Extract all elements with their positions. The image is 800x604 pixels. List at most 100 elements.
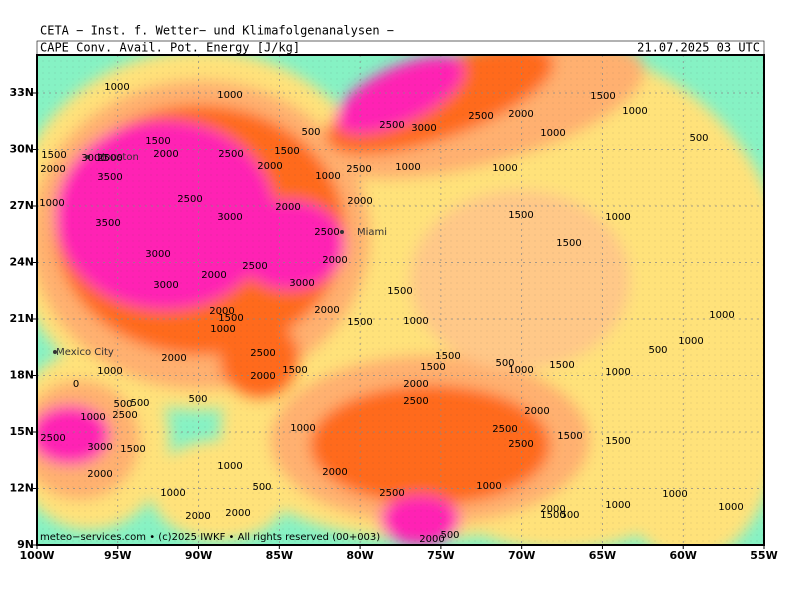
contour-label: 1000 — [315, 171, 340, 182]
contour-label: 1000 — [403, 316, 428, 327]
city-label: Houston — [97, 152, 139, 163]
lon-label: 65W — [589, 549, 616, 562]
contour-label: 1000 — [622, 106, 647, 117]
lat-label: 27N — [9, 199, 34, 212]
contour-label: 1000 — [104, 82, 129, 93]
contour-label: 2000 — [347, 196, 372, 207]
contour-label: 1000 — [160, 488, 185, 499]
contour-label: 1500 — [557, 431, 582, 442]
contour-label: 500 — [113, 399, 132, 410]
contour-label: 1500 — [145, 136, 170, 147]
lon-label: 85W — [266, 549, 293, 562]
contour-label: 1000 — [605, 500, 630, 511]
lon-label: 70W — [508, 549, 535, 562]
contour-label: 2500 — [250, 348, 275, 359]
contour-label: 2500 — [218, 149, 243, 160]
contour-label: 3500 — [95, 218, 120, 229]
contour-label: 2500 — [112, 410, 137, 421]
city-label: Mexico City — [56, 347, 114, 358]
lon-label: 55W — [750, 549, 777, 562]
contour-label: 1000 — [718, 502, 743, 513]
contour-label: 1000 — [80, 412, 105, 423]
contour-label: 2500 — [508, 439, 533, 450]
lat-label: 21N — [9, 312, 34, 325]
lat-label: 24N — [9, 256, 34, 269]
contour-label: 500 — [560, 510, 579, 521]
contour-label: 1000 — [39, 198, 64, 209]
contour-label: 3000 — [289, 278, 314, 289]
contour-label: 1000 — [210, 324, 235, 335]
lon-label: 80W — [346, 549, 373, 562]
contour-label: 1000 — [492, 163, 517, 174]
contour-label: 1000 — [662, 489, 687, 500]
contour-label: 2500 — [492, 424, 517, 435]
contour-label: 2000 — [314, 305, 339, 316]
contour-label: 1000 — [395, 162, 420, 173]
contour-label: 2500 — [242, 261, 267, 272]
contour-label: 500 — [648, 345, 667, 356]
contour-label: 1500 — [590, 91, 615, 102]
cape-field — [37, 55, 764, 545]
contour-label: 2000 — [275, 202, 300, 213]
contour-label: 3000 — [81, 153, 106, 164]
contour-label: 0 — [73, 379, 79, 390]
contour-label: 3000 — [217, 212, 242, 223]
contour-label: 2000 — [540, 504, 565, 515]
contour-label: 1000 — [605, 367, 630, 378]
contour-label: 2000 — [185, 511, 210, 522]
city-dot — [53, 350, 57, 354]
contour-label: 500 — [252, 482, 271, 493]
contour-label: 1500 — [549, 360, 574, 371]
contour-label: 2000 — [403, 379, 428, 390]
contour-label: 500 — [301, 127, 320, 138]
contour-label: 1000 — [709, 310, 734, 321]
contour-label: 2000 — [201, 270, 226, 281]
contour-label: 3000 — [87, 442, 112, 453]
contour-label: 1000 — [476, 481, 501, 492]
contour-label: 3000 — [153, 280, 178, 291]
contour-label: 2000 — [419, 534, 444, 545]
contour-label: 1500 — [508, 210, 533, 221]
contour-label: 2500 — [314, 227, 339, 238]
contour-label: 2000 — [87, 469, 112, 480]
contour-label: 2500 — [177, 194, 202, 205]
contour-label: 3000 — [411, 123, 436, 134]
contour-label: 1500 — [387, 286, 412, 297]
contour-label: 1000 — [540, 128, 565, 139]
lon-label: 75W — [427, 549, 454, 562]
contour-label: 1500 — [274, 146, 299, 157]
contour-label: 2500 — [379, 120, 404, 131]
plot-frame — [36, 54, 765, 546]
contour-label: 500 — [188, 394, 207, 405]
contour-label: 2000 — [508, 109, 533, 120]
contour-label: 2500 — [403, 396, 428, 407]
valid-time: 21.07.2025 03 UTC — [637, 41, 760, 55]
contour-label: 1500 — [420, 362, 445, 373]
contour-label: 2500 — [468, 111, 493, 122]
contour-label: 1000 — [290, 423, 315, 434]
contour-label: 1500 — [605, 436, 630, 447]
field-name: CAPE_Conv._Avail._Pot._Energy_[J/kg] — [40, 41, 300, 55]
lat-label: 15N — [9, 425, 34, 438]
contour-label: 1500 — [282, 365, 307, 376]
footer: meteo−services.com • (c)2025 IWKF • All … — [40, 532, 380, 543]
contour-label: 1000 — [217, 461, 242, 472]
contour-label: 3000 — [145, 249, 170, 260]
contour-label: 1000 — [217, 90, 242, 101]
contour-label: 2000 — [40, 164, 65, 175]
contour-label: 2000 — [322, 467, 347, 478]
contour-label: 1500 — [120, 444, 145, 455]
contour-label: 2500 — [97, 153, 122, 164]
lat-label: 30N — [9, 143, 34, 156]
lon-label: 100W — [19, 549, 54, 562]
contour-label: 2000 — [322, 255, 347, 266]
contour-label: 2000 — [524, 406, 549, 417]
contour-label: 2500 — [40, 433, 65, 444]
contour-label: 1000 — [508, 365, 533, 376]
lon-label: 90W — [185, 549, 212, 562]
contour-label: 2000 — [209, 306, 234, 317]
contour-label: 1000 — [605, 212, 630, 223]
contour-label: 1500 — [435, 351, 460, 362]
contour-label: 1500 — [218, 313, 243, 324]
lat-label: 18N — [9, 369, 34, 382]
